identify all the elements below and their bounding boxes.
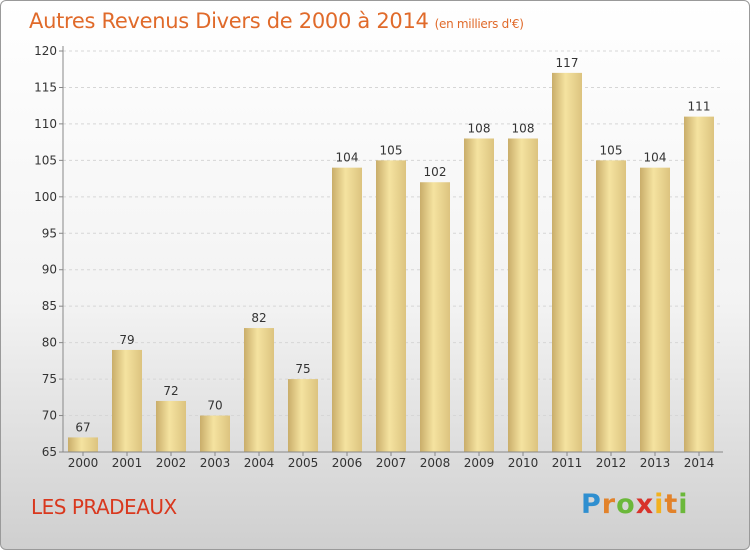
x-tick-label: 2011: [552, 456, 583, 470]
commune-name: LES PRADEAUX: [31, 495, 177, 519]
bar-2011: [552, 72, 582, 452]
data-label: 67: [75, 420, 90, 434]
data-label: 104: [336, 151, 359, 165]
data-label: 104: [644, 151, 667, 165]
x-tick-label: 2001: [112, 456, 143, 470]
data-label: 72: [163, 384, 178, 398]
x-tick-label: 2005: [288, 456, 319, 470]
bar-2007: [376, 160, 406, 452]
bar-2000: [68, 437, 98, 452]
data-label: 108: [512, 121, 535, 135]
data-label: 105: [600, 143, 623, 157]
data-label: 102: [424, 165, 447, 179]
proxiti-logo: Proxiti: [581, 489, 689, 520]
y-tick-label: 115: [34, 80, 57, 94]
y-tick-label: 85: [42, 299, 57, 313]
data-label: 79: [119, 333, 134, 347]
data-label: 117: [556, 56, 579, 70]
x-tick-label: 2014: [684, 456, 715, 470]
axes: 65 70 75 80 85 90 95 100 105 110 115 120 2000 2001 200…: [34, 44, 723, 470]
y-tick-label: 120: [34, 44, 57, 58]
x-tick-label: 2010: [508, 456, 539, 470]
chart-title: Autres Revenus Divers de 2000 à 2014 (en …: [29, 9, 524, 33]
logo-letter: r: [601, 489, 617, 520]
y-tick-label: 90: [42, 263, 57, 277]
data-label: 82: [251, 311, 266, 325]
logo-letter: i: [654, 489, 665, 520]
bar-2003: [200, 415, 230, 452]
bar-2009: [464, 138, 494, 452]
y-tick-label: 95: [42, 226, 57, 240]
data-label: 111: [688, 100, 711, 114]
bar-2002: [156, 400, 186, 452]
data-label: 70: [207, 399, 222, 413]
x-tick-label: 2008: [420, 456, 451, 470]
bar-2004: [244, 328, 274, 452]
y-tick-label: 75: [42, 372, 57, 386]
bar-2014: [684, 116, 714, 453]
bar-2001: [112, 349, 142, 452]
y-tick-label: 70: [42, 409, 57, 423]
chart-title-text: Autres Revenus Divers de 2000 à 2014: [29, 9, 429, 33]
data-label: 75: [295, 362, 310, 376]
x-tick-label: 2000: [68, 456, 99, 470]
bars: 67 79 72 70 82 75 104 105 102 108 108 117 105 104 111: [68, 56, 714, 453]
y-tick-label: 80: [42, 336, 57, 350]
x-tick-label: 2002: [156, 456, 187, 470]
data-label: 108: [468, 121, 491, 135]
x-tick-label: 2013: [640, 456, 671, 470]
y-tick-label: 65: [42, 445, 57, 459]
bar-2005: [288, 379, 318, 452]
bar-2006: [332, 167, 362, 452]
bar-2010: [508, 138, 538, 452]
logo-letter: P: [581, 489, 602, 520]
x-tick-label: 2009: [464, 456, 495, 470]
x-tick-label: 2004: [244, 456, 275, 470]
y-tick-label: 100: [34, 190, 57, 204]
x-tick-label: 2006: [332, 456, 363, 470]
bar-2012: [596, 160, 626, 452]
bar-2013: [640, 167, 670, 452]
logo-letter: t: [664, 489, 679, 520]
logo-letter: i: [678, 489, 689, 520]
chart-unit: (en milliers d'€): [434, 17, 524, 31]
x-tick-label: 2012: [596, 456, 627, 470]
x-tick-label: 2007: [376, 456, 407, 470]
y-tick-label: 110: [34, 117, 57, 131]
data-label: 105: [380, 143, 403, 157]
y-tick-label: 105: [34, 153, 57, 167]
x-tick-label: 2003: [200, 456, 231, 470]
logo-letter: o: [616, 489, 636, 520]
logo-letter: x: [635, 489, 655, 520]
bar-2008: [420, 182, 450, 452]
